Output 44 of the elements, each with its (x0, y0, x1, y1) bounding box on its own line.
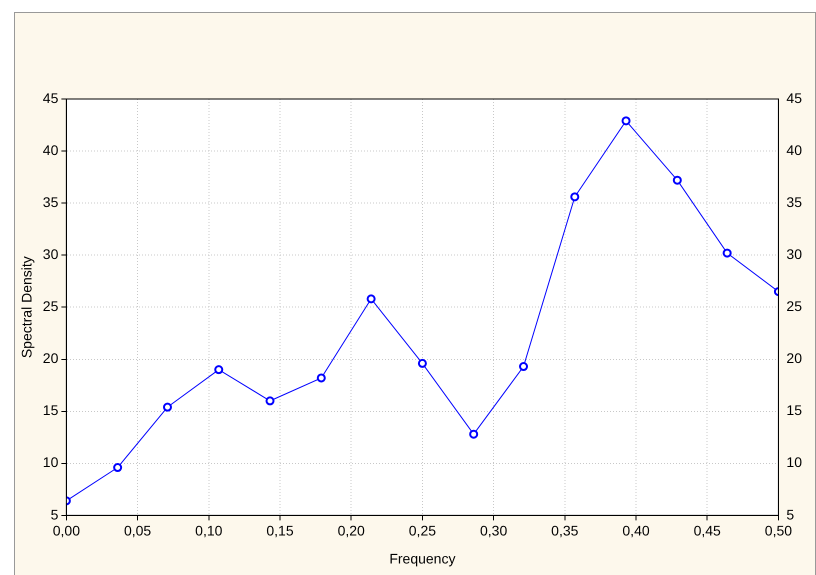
x-tick-label: 0,00 (52, 522, 80, 539)
y2-tick-label: 5 (786, 506, 794, 522)
point (366, 294, 376, 304)
point (418, 358, 427, 368)
point (622, 116, 631, 126)
y-tick-label: 35 (42, 194, 59, 210)
y-tick-label: 10 (42, 454, 59, 470)
y2-tick-label: 40 (786, 142, 802, 158)
x-tick-label: 0,10 (195, 522, 223, 539)
x-tick-label: 0,35 (551, 522, 579, 539)
y2-tick-label: 45 (786, 90, 802, 106)
x-axis-title: Frequency (389, 550, 456, 566)
y-tick-label: 30 (42, 246, 59, 262)
y-tick-label: 45 (42, 90, 59, 106)
y-tick-label: 5 (50, 506, 59, 522)
y-tick-label: 25 (42, 298, 59, 314)
y2-tick-label: 25 (786, 298, 802, 314)
point (469, 430, 478, 439)
point (214, 365, 224, 374)
x-tick-label: 0,25 (408, 522, 436, 539)
y2-tick-label: 15 (786, 402, 802, 418)
x-tick-label: 0,50 (764, 522, 792, 539)
x-tick-label: 0,05 (124, 522, 152, 539)
point (519, 362, 528, 372)
y-axis-title: Spectral Density (18, 256, 34, 358)
point (266, 396, 275, 406)
x-tick-label: 0,45 (694, 522, 722, 539)
y-tick-label: 40 (42, 142, 59, 158)
point (162, 402, 172, 412)
x-tick-label: 0,15 (266, 522, 294, 539)
x-tick-label: 0,30 (480, 522, 508, 539)
point (316, 373, 326, 382)
y2-tick-label: 20 (786, 350, 802, 366)
x-tick-label: 0,20 (338, 522, 366, 539)
y-tick-label: 20 (42, 350, 59, 366)
y2-tick-label: 35 (786, 194, 802, 210)
y2-tick-label: 10 (786, 454, 802, 470)
point (722, 248, 732, 258)
x-tick-label: 0,40 (622, 522, 650, 539)
point (570, 192, 580, 202)
y2-tick-label: 30 (786, 246, 802, 262)
point (113, 463, 122, 472)
y-tick-label: 15 (42, 402, 59, 418)
point (672, 176, 682, 185)
